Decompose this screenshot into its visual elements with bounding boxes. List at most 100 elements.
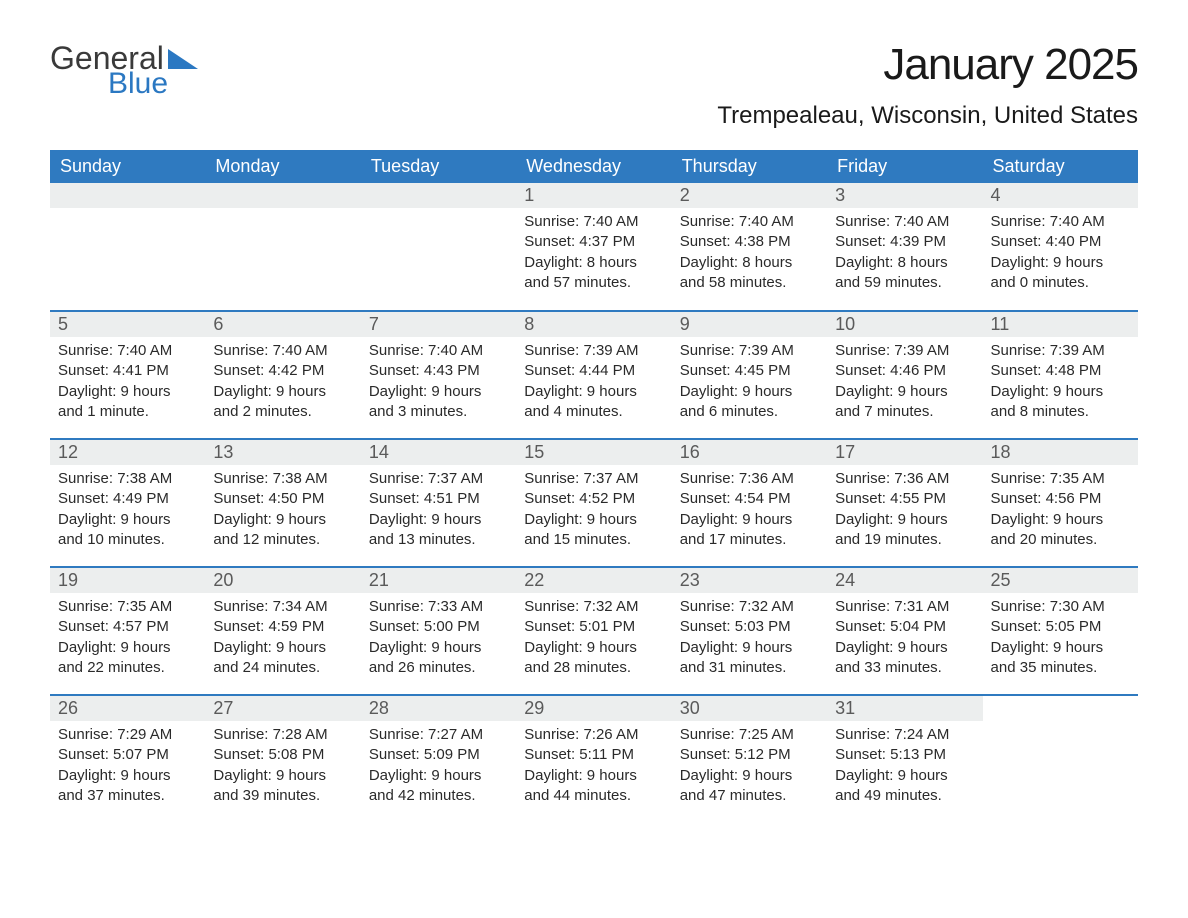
sunrise-line: Sunrise: 7:39 AM: [680, 341, 819, 361]
sunrise-line: Sunrise: 7:27 AM: [369, 725, 508, 745]
day-number: 23: [672, 568, 827, 593]
sunset-line: Sunset: 4:56 PM: [991, 489, 1130, 509]
day-body: Sunrise: 7:31 AMSunset: 5:04 PMDaylight:…: [827, 593, 982, 686]
daylight-line: Daylight: 9 hours and 44 minutes.: [524, 766, 663, 807]
calendar-day: 10Sunrise: 7:39 AMSunset: 4:46 PMDayligh…: [827, 311, 982, 439]
daylight-line: Daylight: 9 hours and 49 minutes.: [835, 766, 974, 807]
calendar-day: 6Sunrise: 7:40 AMSunset: 4:42 PMDaylight…: [205, 311, 360, 439]
sunset-line: Sunset: 5:03 PM: [680, 617, 819, 637]
sunset-line: Sunset: 5:11 PM: [524, 745, 663, 765]
day-body: Sunrise: 7:34 AMSunset: 4:59 PMDaylight:…: [205, 593, 360, 686]
day-number: 25: [983, 568, 1138, 593]
calendar-day: 20Sunrise: 7:34 AMSunset: 4:59 PMDayligh…: [205, 567, 360, 695]
day-number: 5: [50, 312, 205, 337]
sunrise-line: Sunrise: 7:40 AM: [835, 212, 974, 232]
day-body: Sunrise: 7:40 AMSunset: 4:40 PMDaylight:…: [983, 208, 1138, 301]
sunset-line: Sunset: 4:38 PM: [680, 232, 819, 252]
day-body: Sunrise: 7:24 AMSunset: 5:13 PMDaylight:…: [827, 721, 982, 814]
sunset-line: Sunset: 4:43 PM: [369, 361, 508, 381]
sunrise-line: Sunrise: 7:28 AM: [213, 725, 352, 745]
day-number-empty: [361, 183, 516, 208]
sunrise-line: Sunrise: 7:35 AM: [991, 469, 1130, 489]
daylight-line: Daylight: 9 hours and 26 minutes.: [369, 638, 508, 679]
sunset-line: Sunset: 4:44 PM: [524, 361, 663, 381]
sunset-line: Sunset: 4:57 PM: [58, 617, 197, 637]
day-number: 19: [50, 568, 205, 593]
sunrise-line: Sunrise: 7:25 AM: [680, 725, 819, 745]
calendar-day: 29Sunrise: 7:26 AMSunset: 5:11 PMDayligh…: [516, 695, 671, 823]
day-body: Sunrise: 7:32 AMSunset: 5:03 PMDaylight:…: [672, 593, 827, 686]
daylight-line: Daylight: 9 hours and 31 minutes.: [680, 638, 819, 679]
sunset-line: Sunset: 4:45 PM: [680, 361, 819, 381]
day-number: 12: [50, 440, 205, 465]
calendar-day-empty: [361, 183, 516, 311]
logo-flag-icon: [168, 40, 202, 77]
sunrise-line: Sunrise: 7:36 AM: [835, 469, 974, 489]
day-body: Sunrise: 7:40 AMSunset: 4:37 PMDaylight:…: [516, 208, 671, 301]
day-number: 22: [516, 568, 671, 593]
calendar-day-empty: [983, 695, 1138, 823]
calendar-day: 14Sunrise: 7:37 AMSunset: 4:51 PMDayligh…: [361, 439, 516, 567]
day-body: Sunrise: 7:38 AMSunset: 4:50 PMDaylight:…: [205, 465, 360, 558]
sunset-line: Sunset: 5:08 PM: [213, 745, 352, 765]
calendar-day: 17Sunrise: 7:36 AMSunset: 4:55 PMDayligh…: [827, 439, 982, 567]
sunrise-line: Sunrise: 7:38 AM: [58, 469, 197, 489]
daylight-line: Daylight: 9 hours and 39 minutes.: [213, 766, 352, 807]
daylight-line: Daylight: 9 hours and 47 minutes.: [680, 766, 819, 807]
calendar-day: 23Sunrise: 7:32 AMSunset: 5:03 PMDayligh…: [672, 567, 827, 695]
sunrise-line: Sunrise: 7:31 AM: [835, 597, 974, 617]
sunset-line: Sunset: 5:07 PM: [58, 745, 197, 765]
column-header: Monday: [205, 150, 360, 183]
day-number: 7: [361, 312, 516, 337]
calendar-day: 21Sunrise: 7:33 AMSunset: 5:00 PMDayligh…: [361, 567, 516, 695]
day-number: 16: [672, 440, 827, 465]
sunrise-line: Sunrise: 7:40 AM: [680, 212, 819, 232]
day-body: Sunrise: 7:40 AMSunset: 4:38 PMDaylight:…: [672, 208, 827, 301]
calendar-day: 3Sunrise: 7:40 AMSunset: 4:39 PMDaylight…: [827, 183, 982, 311]
sunrise-line: Sunrise: 7:32 AM: [524, 597, 663, 617]
day-body: Sunrise: 7:36 AMSunset: 4:55 PMDaylight:…: [827, 465, 982, 558]
day-number: 20: [205, 568, 360, 593]
header: General Blue January 2025 Trempealeau, W…: [50, 40, 1138, 142]
title-block: January 2025 Trempealeau, Wisconsin, Uni…: [717, 40, 1138, 142]
daylight-line: Daylight: 9 hours and 28 minutes.: [524, 638, 663, 679]
day-number: 30: [672, 696, 827, 721]
sunrise-line: Sunrise: 7:40 AM: [991, 212, 1130, 232]
sunset-line: Sunset: 4:46 PM: [835, 361, 974, 381]
day-number-empty: [50, 183, 205, 208]
sunrise-line: Sunrise: 7:39 AM: [835, 341, 974, 361]
calendar-day: 9Sunrise: 7:39 AMSunset: 4:45 PMDaylight…: [672, 311, 827, 439]
day-body: Sunrise: 7:37 AMSunset: 4:51 PMDaylight:…: [361, 465, 516, 558]
sunrise-line: Sunrise: 7:24 AM: [835, 725, 974, 745]
calendar-day-empty: [50, 183, 205, 311]
day-number: 26: [50, 696, 205, 721]
column-header: Wednesday: [516, 150, 671, 183]
calendar-day: 24Sunrise: 7:31 AMSunset: 5:04 PMDayligh…: [827, 567, 982, 695]
day-number: 14: [361, 440, 516, 465]
daylight-line: Daylight: 9 hours and 2 minutes.: [213, 382, 352, 423]
daylight-line: Daylight: 9 hours and 4 minutes.: [524, 382, 663, 423]
calendar-day: 25Sunrise: 7:30 AMSunset: 5:05 PMDayligh…: [983, 567, 1138, 695]
day-body: Sunrise: 7:28 AMSunset: 5:08 PMDaylight:…: [205, 721, 360, 814]
day-number: 2: [672, 183, 827, 208]
day-body: Sunrise: 7:40 AMSunset: 4:42 PMDaylight:…: [205, 337, 360, 430]
column-header: Sunday: [50, 150, 205, 183]
sunset-line: Sunset: 4:39 PM: [835, 232, 974, 252]
sunset-line: Sunset: 4:49 PM: [58, 489, 197, 509]
calendar-day: 2Sunrise: 7:40 AMSunset: 4:38 PMDaylight…: [672, 183, 827, 311]
sunset-line: Sunset: 5:09 PM: [369, 745, 508, 765]
day-number-empty: [205, 183, 360, 208]
calendar-day: 18Sunrise: 7:35 AMSunset: 4:56 PMDayligh…: [983, 439, 1138, 567]
daylight-line: Daylight: 9 hours and 3 minutes.: [369, 382, 508, 423]
sunrise-line: Sunrise: 7:30 AM: [991, 597, 1130, 617]
daylight-line: Daylight: 9 hours and 17 minutes.: [680, 510, 819, 551]
logo: General Blue: [50, 40, 204, 101]
daylight-line: Daylight: 9 hours and 33 minutes.: [835, 638, 974, 679]
sunset-line: Sunset: 5:13 PM: [835, 745, 974, 765]
daylight-line: Daylight: 8 hours and 57 minutes.: [524, 253, 663, 294]
day-body: Sunrise: 7:35 AMSunset: 4:56 PMDaylight:…: [983, 465, 1138, 558]
day-body: Sunrise: 7:30 AMSunset: 5:05 PMDaylight:…: [983, 593, 1138, 686]
daylight-line: Daylight: 9 hours and 8 minutes.: [991, 382, 1130, 423]
sunset-line: Sunset: 4:48 PM: [991, 361, 1130, 381]
day-number: 18: [983, 440, 1138, 465]
